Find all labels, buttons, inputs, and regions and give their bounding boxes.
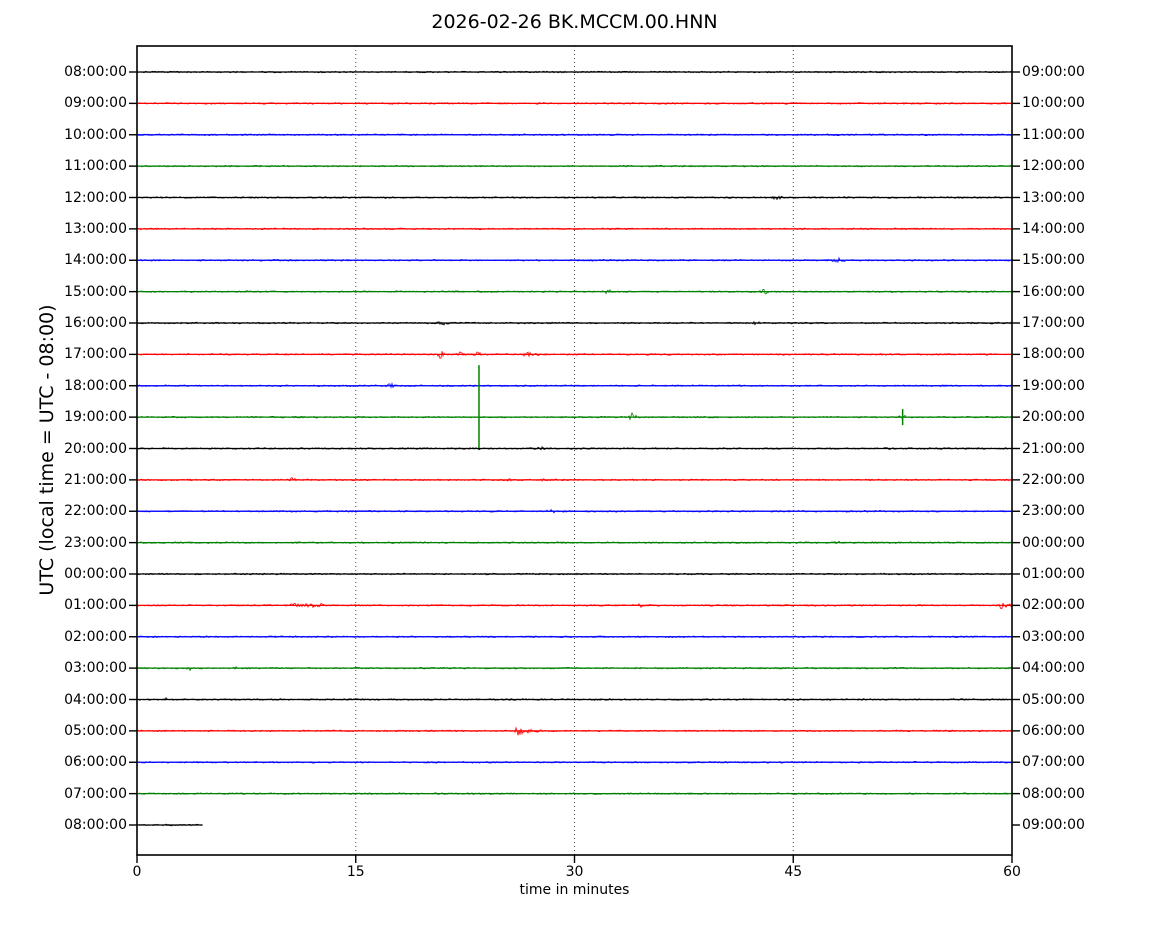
- x-tick-label: 15: [346, 864, 365, 880]
- utc-tick-label: 07:00:00: [64, 785, 127, 802]
- seismogram-trace: [136, 666, 1013, 672]
- seismogram-trace: [136, 164, 1013, 168]
- utc-tick-label: 11:00:00: [64, 158, 127, 175]
- local-tick-label: 11:00:00: [1022, 126, 1085, 143]
- utc-tick-label: 02:00:00: [64, 628, 127, 645]
- utc-tick-label: 23:00:00: [64, 534, 127, 551]
- plot-frame: [136, 45, 1013, 856]
- local-tick-label: 12:00:00: [1022, 158, 1085, 175]
- utc-tick-label: 03:00:00: [64, 660, 127, 677]
- local-tick-label: 19:00:00: [1022, 377, 1085, 394]
- chart-title: 2026-02-26 BK.MCCM.00.HNN: [431, 11, 718, 33]
- utc-tick-label: 04:00:00: [64, 691, 127, 708]
- seismogram-trace: [136, 411, 1013, 421]
- utc-tick-label: 15:00:00: [64, 283, 127, 300]
- x-tick-label: 30: [565, 864, 584, 880]
- seismogram-trace: [136, 697, 1013, 701]
- local-tick-label: 20:00:00: [1022, 409, 1085, 426]
- utc-tick-label: 18:00:00: [64, 377, 127, 394]
- seismogram-trace: [136, 823, 203, 827]
- seismogram-trace: [136, 572, 1013, 576]
- utc-tick-label: 22:00:00: [64, 503, 127, 520]
- x-axis-label: time in minutes: [519, 882, 630, 898]
- local-tick-label: 03:00:00: [1022, 628, 1085, 645]
- local-tick-label: 09:00:00: [1022, 817, 1085, 833]
- seismogram-trace: [136, 635, 1013, 639]
- seismogram-trace: [136, 476, 1013, 483]
- local-tick-label: 14:00:00: [1022, 220, 1085, 237]
- local-tick-label: 07:00:00: [1022, 754, 1085, 771]
- local-tick-label: 08:00:00: [1022, 785, 1085, 802]
- local-tick-label: 02:00:00: [1022, 597, 1085, 614]
- local-tick-label: 17:00:00: [1022, 315, 1085, 331]
- seismogram-trace: [136, 602, 1013, 610]
- seismogram-trace: [136, 101, 1013, 105]
- local-tick-label: 01:00:00: [1022, 566, 1085, 582]
- seismogram-trace: [136, 540, 1013, 545]
- utc-tick-label: 08:00:00: [64, 817, 127, 833]
- utc-tick-label: 01:00:00: [64, 597, 127, 614]
- seismogram-trace: [136, 792, 1013, 796]
- utc-tick-label: 17:00:00: [64, 346, 127, 363]
- seismogram-trace: [136, 70, 1013, 74]
- local-tick-label: 00:00:00: [1022, 534, 1085, 551]
- x-tick-label: 60: [1003, 864, 1021, 880]
- seismogram-trace: [136, 446, 1013, 451]
- x-tick-label: 45: [784, 864, 803, 880]
- utc-tick-label: 14:00:00: [64, 252, 127, 269]
- local-tick-label: 16:00:00: [1022, 283, 1085, 300]
- local-tick-label: 21:00:00: [1022, 440, 1085, 457]
- local-tick-label: 10:00:00: [1022, 95, 1085, 112]
- utc-tick-label: 20:00:00: [64, 440, 127, 457]
- utc-tick-label: 06:00:00: [64, 754, 127, 771]
- utc-tick-label: 13:00:00: [64, 220, 127, 237]
- seismogram-trace: [136, 726, 1013, 736]
- seismogram-trace: [136, 133, 1013, 137]
- utc-tick-label: 12:00:00: [64, 189, 127, 206]
- seismogram-trace: [136, 227, 1013, 231]
- x-tick-label: 0: [132, 864, 142, 880]
- utc-tick-label: 16:00:00: [64, 315, 127, 331]
- utc-tick-label: 10:00:00: [64, 126, 127, 143]
- local-tick-label: 09:00:00: [1022, 64, 1085, 80]
- local-tick-label: 04:00:00: [1022, 660, 1085, 677]
- seismogram-trace: [136, 288, 1013, 295]
- plot-area: [129, 45, 1020, 863]
- local-tick-label: 13:00:00: [1022, 189, 1085, 206]
- local-tick-label: 23:00:00: [1022, 503, 1085, 520]
- utc-tick-label: 08:00:00: [64, 64, 127, 80]
- utc-tick-label: 19:00:00: [64, 409, 127, 426]
- local-tick-label: 22:00:00: [1022, 471, 1085, 488]
- local-tick-label: 06:00:00: [1022, 722, 1085, 739]
- seismogram-trace: [136, 381, 1013, 389]
- local-tick-label: 18:00:00: [1022, 346, 1085, 363]
- utc-tick-label: 09:00:00: [64, 95, 127, 112]
- local-tick-label: 05:00:00: [1022, 691, 1085, 708]
- local-tick-label: 15:00:00: [1022, 252, 1085, 269]
- utc-tick-label: 00:00:00: [64, 566, 127, 582]
- seismogram-trace: [136, 508, 1013, 514]
- utc-tick-label: 21:00:00: [64, 471, 127, 488]
- utc-tick-label: 05:00:00: [64, 722, 127, 739]
- seismogram-trace: [136, 320, 1013, 326]
- seismogram-trace: [136, 351, 1013, 359]
- seismogram-trace: [136, 760, 1013, 764]
- seismogram-trace: [136, 256, 1013, 263]
- seismogram-trace: [136, 195, 1013, 201]
